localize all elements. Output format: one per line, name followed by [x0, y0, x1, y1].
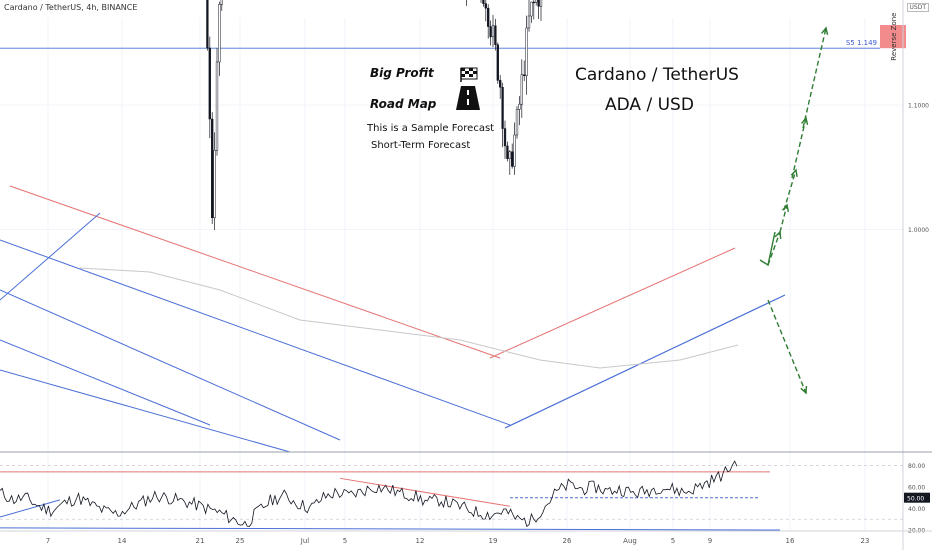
forecast-arrow	[767, 231, 781, 266]
candle-body	[491, 25, 495, 38]
rsi-tick-label: 60.00	[908, 484, 925, 491]
candle-body	[518, 103, 521, 110]
forecast-arrow	[779, 204, 788, 233]
rsi-current-badge	[904, 492, 930, 503]
rsi-current-label: 50.00	[907, 496, 924, 503]
candle-body	[513, 134, 516, 167]
candle-body	[206, 0, 209, 49]
trend-line-red	[9, 185, 501, 359]
forecast-arrowhead	[800, 385, 808, 395]
candle-body	[501, 86, 504, 129]
road-icon-road	[456, 86, 480, 110]
forecast-arrow	[767, 299, 807, 394]
time-tick-label: 5	[343, 537, 347, 545]
candle-body	[499, 80, 502, 88]
candle-body	[489, 26, 492, 38]
trend-line-blue	[0, 289, 341, 441]
candle-body	[487, 7, 490, 27]
candle-body	[527, 15, 531, 29]
time-tick-label: Aug	[623, 537, 637, 545]
candle-body	[494, 25, 497, 45]
candle-body	[520, 74, 523, 105]
candle-body	[508, 151, 511, 159]
time-tick-label: 19	[489, 537, 498, 545]
candle-body	[211, 118, 214, 219]
trend-lines	[0, 185, 786, 453]
candle-body	[220, 0, 223, 5]
time-tick-label: 5	[671, 537, 675, 545]
road-map-title-1: Big Profit	[370, 66, 434, 80]
trend-line-blue	[0, 239, 511, 426]
candle-body	[532, 1, 535, 4]
trend-line-blue	[504, 294, 786, 429]
candles	[206, 0, 543, 230]
rsi-tick-label: 80.00	[908, 463, 925, 470]
moving-average	[79, 267, 739, 369]
candle-body	[484, 3, 487, 9]
price-axis: 1.0000 1.1000	[902, 0, 929, 550]
rsi-line	[0, 460, 738, 528]
candle-body	[515, 109, 519, 136]
ma-line	[79, 267, 739, 369]
zones: profit zoneBuy ZoneReverse Zone	[880, 13, 906, 61]
time-tick-label: 26	[563, 537, 572, 545]
road-icon	[456, 67, 480, 110]
time-tick-label: 16	[786, 537, 795, 545]
time-tick-label: Jul	[300, 537, 310, 545]
sample-forecast-line1: This is a Sample Forecast	[367, 123, 495, 134]
level-lines: TP5 2.467TP4 2.148TP3 1.949TP2 1.831TP1 …	[0, 39, 880, 49]
reverse-zone-label: Reverse Zone	[890, 13, 898, 61]
candle-body	[208, 47, 211, 120]
currency-badge: USDT	[906, 3, 929, 12]
pair-short-title: ADA / USD	[605, 95, 694, 115]
forecast-arrowhead	[821, 26, 829, 35]
candle-body	[503, 128, 507, 147]
candle-body	[215, 61, 219, 151]
time-tick-label: 9	[708, 537, 712, 545]
candle-body	[523, 74, 526, 76]
candle-body	[506, 145, 509, 159]
symbol-header: Cardano / TetherUS, 4h, BINANCE	[4, 3, 138, 12]
time-tick-label: 14	[118, 537, 127, 545]
forecast-arrow	[759, 231, 776, 267]
rsi-tick-label: 40.00	[908, 506, 925, 513]
forecast-arrows	[759, 26, 829, 395]
trend-line-blue	[0, 212, 101, 301]
reverse-zone-band	[880, 25, 906, 49]
rsi-trend-red	[339, 477, 511, 507]
time-tick-label: 21	[196, 537, 205, 545]
time-tick-label: 7	[46, 537, 50, 545]
time-tick-label: 23	[861, 537, 870, 545]
trend-line-red	[489, 247, 736, 359]
time-tick-label: 12	[416, 537, 425, 545]
road-map-title-2: Road Map	[370, 97, 437, 111]
candle-body	[539, 0, 543, 7]
forecast-arrow	[802, 27, 827, 129]
candle-body	[525, 27, 528, 76]
price-tick-label: 1.1000	[908, 103, 929, 110]
candle-body	[530, 1, 533, 17]
candle-body	[496, 44, 499, 81]
time-tick-label: 25	[236, 537, 245, 545]
candle-body	[213, 149, 216, 219]
forecast-arrow	[783, 169, 797, 211]
price-tick-label: 1.0000	[908, 227, 929, 234]
sample-forecast-line2: Short-Term Forecast	[371, 140, 471, 151]
pair-full-title: Cardano / TetherUS	[575, 65, 739, 85]
rsi-trend-blue	[0, 527, 781, 531]
grid	[0, 18, 903, 530]
candle-body	[511, 151, 514, 167]
trend-line-blue	[0, 369, 291, 453]
trend-line-blue	[0, 339, 211, 426]
candle-body	[537, 0, 540, 7]
time-axis: 7 14 21 25 Jul 5 12 19 26 Aug 5 9 16 23	[0, 530, 932, 545]
candle-body	[218, 4, 221, 63]
candle-body	[482, 0, 485, 4]
level-label: S5 1.149	[846, 39, 877, 47]
rsi-trend-blue	[0, 499, 61, 518]
candle-body	[535, 0, 538, 3]
